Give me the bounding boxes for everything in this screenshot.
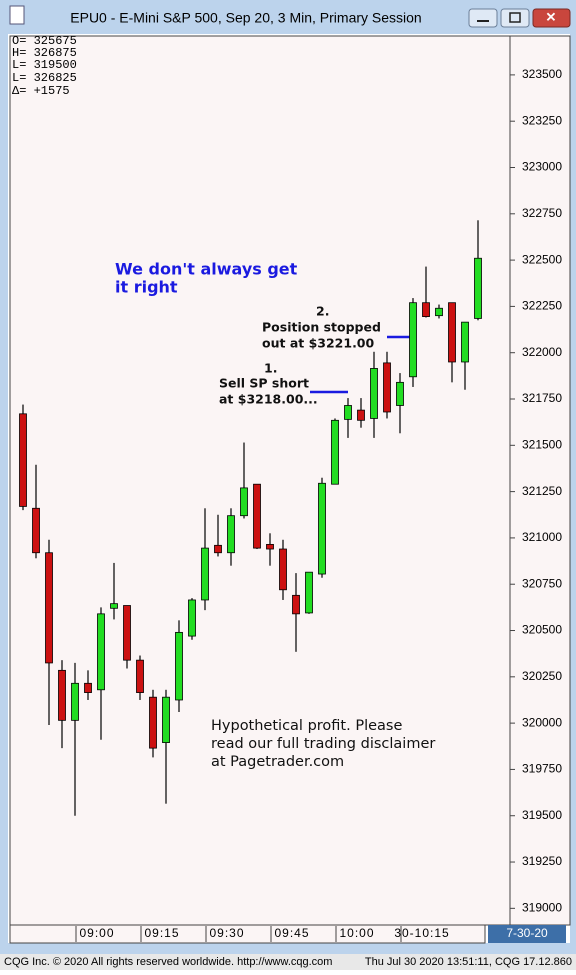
candle-body — [253, 483, 261, 549]
date-box — [488, 925, 566, 943]
stat: L= 319500 — [12, 58, 77, 72]
candle-body — [240, 487, 248, 517]
y-tick-label: 320000 — [522, 715, 562, 729]
y-tick-label: 323250 — [522, 113, 562, 127]
x-tick-label: 09:00 — [79, 926, 114, 940]
window-title: EPU0 - E-Mini S&P 500, Sep 20, 3 Min, Pr… — [70, 10, 421, 26]
y-tick-label: 322250 — [522, 299, 562, 313]
y-tick-label: 321000 — [522, 530, 562, 544]
y-tick-label: 322750 — [522, 206, 562, 220]
maximize-button[interactable] — [500, 8, 530, 28]
candle-body — [188, 599, 196, 637]
annotation: at $3218.00... — [219, 392, 318, 407]
candle-body — [110, 603, 118, 609]
x-tick-label: 09:30 — [209, 926, 244, 940]
x-tick-label: 10:00 — [339, 926, 374, 940]
candle-body — [383, 362, 391, 413]
candle-body — [435, 307, 443, 317]
candle-body — [331, 419, 339, 485]
disclaimer: read our full trading disclaimer — [211, 736, 435, 752]
candle-body — [45, 552, 53, 664]
y-tick-label: 319500 — [522, 808, 562, 822]
x-axis-area — [9, 924, 486, 944]
y-tick-label: 320500 — [522, 623, 562, 637]
y-tick-label: 321500 — [522, 437, 562, 451]
candle-body — [422, 302, 430, 317]
candle-body — [448, 302, 456, 363]
candle-body — [97, 613, 105, 691]
candle-body — [292, 594, 300, 615]
candle-body — [279, 548, 287, 591]
timestamp: Thu Jul 30 2020 13:51:11, CQG 17.12.860 — [365, 956, 572, 968]
candle-body — [175, 631, 183, 701]
candle-body — [305, 571, 313, 614]
y-tick-label: 319000 — [522, 901, 562, 915]
annotation: 1. — [264, 361, 277, 376]
y-axis-area — [509, 35, 571, 926]
candle-body — [19, 413, 27, 507]
y-tick-label: 321250 — [522, 484, 562, 498]
candle-body — [461, 321, 469, 363]
candle-body — [227, 515, 235, 554]
candle-body — [409, 302, 417, 378]
candle-body — [84, 682, 92, 693]
candle-body — [123, 605, 131, 661]
annotation: We don't always get — [115, 260, 298, 279]
candle-body — [136, 659, 144, 693]
plot-area — [9, 35, 511, 926]
date-box-label: 7-30-20 — [506, 926, 548, 940]
stat: L= 326825 — [12, 71, 77, 85]
y-tick-label: 322500 — [522, 252, 562, 266]
candle-body — [266, 543, 274, 550]
x-tick-label: 09:45 — [274, 926, 309, 940]
candle-body — [318, 482, 326, 575]
app-icon — [9, 5, 25, 25]
x-tick-label: 30-10:15 — [394, 926, 449, 940]
stat: H= 326875 — [12, 46, 77, 60]
candle-body — [396, 381, 404, 406]
y-tick-label: 321750 — [522, 391, 562, 405]
candle-body — [32, 507, 40, 554]
annotation: Sell SP short — [219, 376, 309, 391]
annotation: Position stopped — [262, 320, 381, 335]
candle-body — [162, 696, 170, 743]
candle-body — [58, 669, 66, 721]
stat: Δ= +1575 — [12, 84, 70, 98]
copyright: CQG Inc. © 2020 All rights reserved worl… — [4, 956, 332, 968]
y-tick-label: 322000 — [522, 345, 562, 359]
y-tick-label: 323500 — [522, 67, 562, 81]
candle-body — [474, 257, 482, 319]
annotation: out at $3221.00 — [262, 336, 375, 351]
disclaimer: Hypothetical profit. Please — [211, 718, 402, 734]
y-tick-label: 320250 — [522, 669, 562, 683]
y-tick-label: 319750 — [522, 762, 562, 776]
y-tick-label: 323000 — [522, 160, 562, 174]
y-tick-label: 319250 — [522, 854, 562, 868]
candle-body — [357, 409, 365, 421]
candle-body — [344, 405, 352, 420]
candle-body — [214, 544, 222, 554]
close-icon: ✕ — [546, 9, 557, 24]
status-bar — [0, 954, 576, 970]
stat: O= 325675 — [12, 34, 77, 48]
disclaimer: at Pagetrader.com — [211, 754, 344, 770]
candle-body — [370, 368, 378, 419]
maximize-icon — [509, 12, 521, 23]
minimize-button[interactable] — [468, 8, 498, 28]
close-button[interactable] — [532, 8, 571, 28]
candle-body — [149, 696, 157, 749]
candle-body — [201, 547, 209, 601]
annotation: it right — [115, 278, 178, 297]
annotation: 2. — [316, 304, 329, 319]
y-tick-label: 320750 — [522, 576, 562, 590]
candle-body — [71, 682, 79, 721]
x-tick-label: 09:15 — [144, 926, 179, 940]
